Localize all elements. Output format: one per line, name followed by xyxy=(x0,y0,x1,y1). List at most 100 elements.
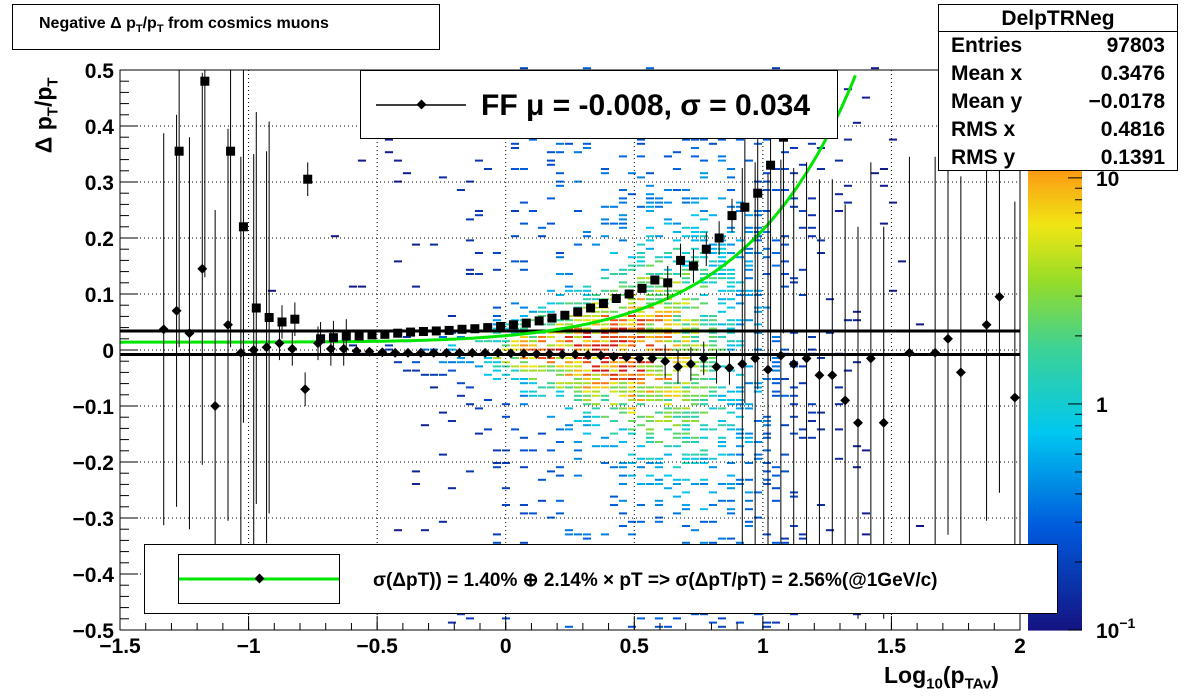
heatmap-cell xyxy=(726,348,735,351)
heatmap-cell xyxy=(618,403,627,406)
heatmap-cell xyxy=(537,499,546,502)
heatmap-cell xyxy=(582,432,591,435)
data-point-rms xyxy=(676,255,686,265)
heatmap-cell xyxy=(483,361,492,364)
heatmap-cell xyxy=(555,386,564,389)
heatmap-cell xyxy=(672,394,681,397)
heatmap-cell xyxy=(681,319,690,322)
heatmap-cell xyxy=(411,243,420,246)
heatmap-cell xyxy=(564,357,573,359)
heatmap-cell xyxy=(627,302,636,305)
heatmap-cell xyxy=(609,420,618,422)
data-point-rms xyxy=(611,293,621,303)
heatmap-cell xyxy=(690,235,699,238)
heatmap-cell xyxy=(555,394,564,397)
data-point-mean xyxy=(171,305,182,316)
heatmap-cell xyxy=(834,193,843,196)
heatmap-cell xyxy=(600,336,609,338)
heatmap-cell xyxy=(645,428,654,431)
heatmap-cell xyxy=(717,625,726,628)
heatmap-cell xyxy=(600,361,609,364)
heatmap-cell xyxy=(438,373,447,376)
heatmap-cell xyxy=(708,281,717,284)
heatmap-cell xyxy=(645,273,654,275)
heatmap-cell xyxy=(627,453,636,456)
heatmap-cell xyxy=(492,541,501,544)
heatmap-cell xyxy=(357,159,366,162)
heatmap-cell xyxy=(654,235,663,238)
data-point-mean xyxy=(763,364,773,375)
heatmap-cell xyxy=(717,289,726,292)
heatmap-cell xyxy=(402,336,411,338)
heatmap-cell xyxy=(609,344,618,347)
heatmap-cell xyxy=(609,252,618,254)
heatmap-cell xyxy=(528,365,537,368)
heatmap-cell xyxy=(582,294,591,296)
heatmap-cell xyxy=(753,457,762,460)
heatmap-cell xyxy=(735,289,744,292)
stats-row-value: 0.1391 xyxy=(1100,146,1165,169)
color-scale-band xyxy=(1028,254,1082,259)
heatmap-cell xyxy=(645,289,654,292)
heatmap-cell xyxy=(609,222,618,225)
heatmap-cell xyxy=(618,348,627,351)
heatmap-cell xyxy=(492,306,501,309)
heatmap-cell xyxy=(618,441,627,443)
heatmap-cell xyxy=(519,336,528,338)
color-scale-band xyxy=(1028,362,1082,367)
heatmap-cell xyxy=(672,189,681,191)
heatmap-cell xyxy=(627,407,636,410)
heatmap-cell xyxy=(816,252,825,254)
heatmap-cell xyxy=(645,327,654,330)
heatmap-cell xyxy=(582,67,591,70)
heatmap-cell xyxy=(600,394,609,397)
heatmap-cell xyxy=(564,428,573,431)
color-scale-band xyxy=(1028,282,1082,287)
heatmap-cell xyxy=(609,319,618,322)
heatmap-cell xyxy=(717,155,726,158)
data-point-rms xyxy=(547,313,557,323)
heatmap-cell xyxy=(645,399,654,401)
heatmap-cell xyxy=(510,428,519,431)
data-point-rms xyxy=(457,324,467,334)
heatmap-cell xyxy=(636,142,645,145)
heatmap-cell xyxy=(861,449,870,452)
heatmap-cell xyxy=(798,268,807,271)
color-scale-band xyxy=(1028,226,1082,231)
x-tick-label: 0 xyxy=(500,635,512,658)
heatmap-cell xyxy=(843,319,852,322)
heatmap-cell xyxy=(690,361,699,364)
heatmap-cell xyxy=(708,336,717,338)
heatmap-cell xyxy=(555,151,564,154)
heatmap-cell xyxy=(600,289,609,292)
heatmap-cell xyxy=(555,466,564,469)
heatmap-cell xyxy=(609,310,618,313)
heatmap-cell xyxy=(654,340,663,343)
heatmap-cell xyxy=(600,172,609,175)
heatmap-cell xyxy=(852,310,861,313)
data-point-rms xyxy=(264,313,274,323)
heatmap-cell xyxy=(420,373,429,376)
heatmap-cell xyxy=(672,390,681,393)
data-point-mean xyxy=(454,347,465,358)
heatmap-cell xyxy=(627,520,636,523)
data-point-mean xyxy=(364,346,375,357)
heatmap-cell xyxy=(735,201,744,204)
heatmap-cell xyxy=(636,243,645,246)
heatmap-cell xyxy=(618,155,627,158)
heatmap-cell xyxy=(744,277,753,280)
color-scale-band xyxy=(1028,450,1082,455)
color-scale-band xyxy=(1028,190,1082,195)
data-point-mean xyxy=(955,367,966,378)
data-point-rms xyxy=(727,211,737,221)
heatmap-cell xyxy=(699,478,708,481)
heatmap-cell xyxy=(708,277,717,280)
heatmap-cell xyxy=(807,235,816,238)
heatmap-cell xyxy=(555,365,564,368)
heatmap-cell xyxy=(798,163,807,166)
data-point-mean xyxy=(300,384,311,395)
heatmap-cell xyxy=(618,428,627,431)
color-scale-band xyxy=(1028,466,1082,471)
heatmap-cell xyxy=(555,302,564,305)
heatmap-cell xyxy=(456,336,465,338)
